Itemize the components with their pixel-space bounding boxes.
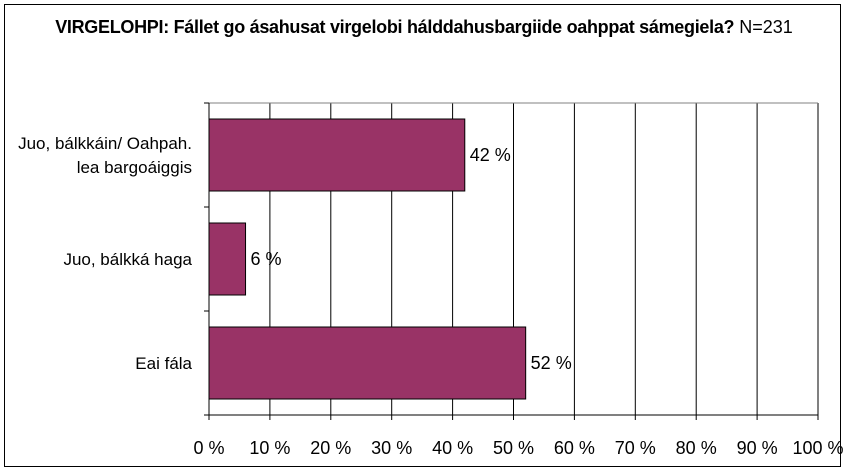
x-tick-label: 40 % xyxy=(432,438,473,458)
x-tick-label: 60 % xyxy=(554,438,595,458)
x-tick-label: 20 % xyxy=(310,438,351,458)
x-tick-label: 50 % xyxy=(493,438,534,458)
x-tick-label: 80 % xyxy=(676,438,717,458)
x-tick-label: 70 % xyxy=(615,438,656,458)
category-labels: Juo, bálkkáin/ Oahpah. lea bargoáiggis Juo… xyxy=(18,134,192,373)
x-tick-label: 0 % xyxy=(193,438,224,458)
x-tick-label: 100 % xyxy=(792,438,843,458)
axes xyxy=(204,102,819,420)
category-label: Eai fála xyxy=(135,354,192,373)
chart-title: VIRGELOHPI: Fállet go ásahusat virgelobi… xyxy=(55,17,735,37)
data-label: 52 % xyxy=(531,353,572,373)
category-label: lea bargoáiggis xyxy=(77,158,192,177)
bars xyxy=(208,118,527,400)
x-tick-label: 30 % xyxy=(371,438,412,458)
tick-labels: 0 % 10 % 20 % 30 % 40 % 50 % 60 % 70 % 80 % 90 % 1… xyxy=(193,438,843,458)
data-label: 6 % xyxy=(251,249,282,269)
x-tick-label: 10 % xyxy=(249,438,290,458)
category-label: Juo, bálkkáin/ Oahpah. xyxy=(18,134,192,153)
data-labels: 42 % 6 % 52 % xyxy=(251,145,572,373)
x-tick-label: 90 % xyxy=(737,438,778,458)
bar xyxy=(208,222,247,296)
chart-subtitle: N=231 xyxy=(739,17,793,37)
chart-title-block: VIRGELOHPI: Fállet go ásahusat virgelobi… xyxy=(0,14,848,40)
category-label: Juo, bálkká haga xyxy=(63,250,192,269)
bar xyxy=(208,326,527,400)
data-label: 42 % xyxy=(470,145,511,165)
bar xyxy=(208,118,466,192)
